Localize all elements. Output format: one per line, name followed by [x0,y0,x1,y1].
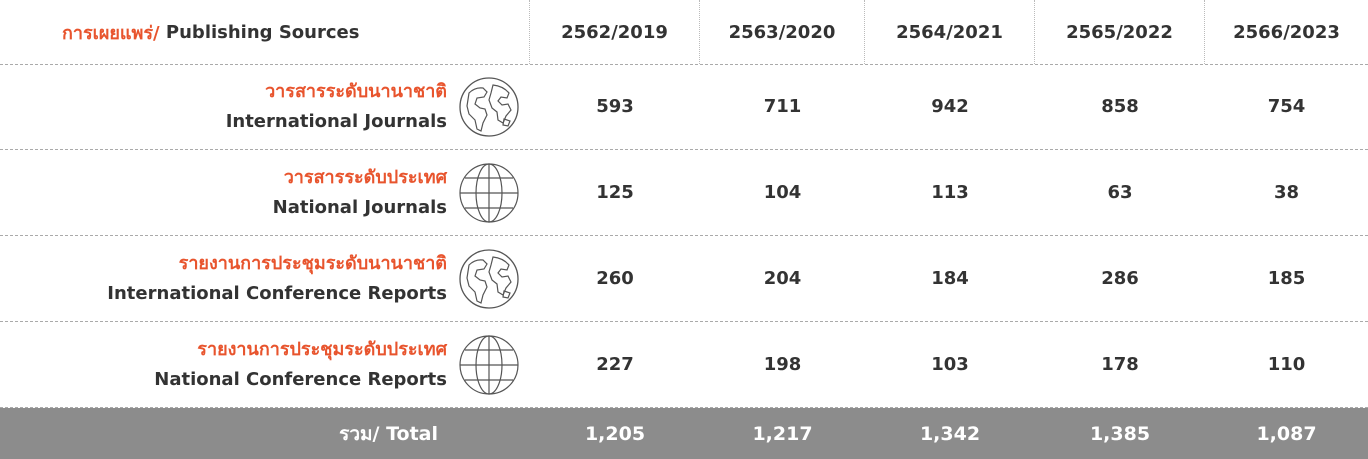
value-cell: 184 [931,268,969,289]
value-cell: 185 [1267,268,1306,289]
value-cell: 103 [931,354,969,375]
total-value: 1,205 [584,422,646,445]
year: 2566/2023 [1233,21,1340,43]
value-cell: 942 [931,96,969,117]
title-english: Publishing Sources [165,21,360,43]
value-cell: 110 [1267,354,1306,375]
year: 2565/2022 [1035,0,1205,64]
data-row: รายงานการประชุมระดับนานาชาติ Internationa… [0,236,1368,322]
globe [457,333,521,397]
value-cell: 63 [1107,182,1133,203]
value-cell: 711 [763,96,802,117]
globe-icon [447,161,530,225]
value-cell: 204 [763,268,802,289]
year: 2564/2021 [865,0,1035,64]
total-value: 1,342 [919,422,981,445]
value-cell: 104 [763,182,802,203]
total-value: 1,385 [1089,422,1151,445]
total-label: รวม/ Total [339,422,438,445]
label-thai: รายงานการประชุมระดับประเทศ [197,338,447,360]
value-cell: 858 [1101,96,1139,117]
label-text: รายงานการประชุมระดับประเทศ National Confe… [0,335,447,395]
row-label: รายงานการประชุมระดับประเทศ National Confe… [0,322,530,407]
total-row: รวม/ Total 1,205 1,217 1,342 1,385 1,087 [0,408,1368,459]
total-value: 1,087 [1256,422,1317,445]
label-english: National Journals [272,196,447,218]
value-cell: 286 [1101,268,1139,289]
label-thai: วารสารระดับประเทศ [283,166,447,188]
globe-icon [447,247,530,311]
globe-icon [447,333,530,397]
globe [457,75,521,139]
label-text: รายงานการประชุมระดับนานาชาติ Internationa… [0,249,447,309]
label-text: วารสารระดับนานาชาติ International Journal… [0,77,447,137]
header-row: การเผยแพร่/ Publishing Sources 2562/2019… [0,0,1368,65]
value-cell: 113 [931,182,969,203]
value-cell: 38 [1273,182,1300,203]
globe [457,247,521,311]
row-label: รายงานการประชุมระดับนานาชาติ Internationa… [0,236,530,321]
label-english: International Conference Reports [107,282,447,304]
label-text: วารสารระดับประเทศ National Journals [0,163,447,223]
row-label: วารสารระดับประเทศ National Journals [0,150,530,235]
value-cell: 227 [596,354,634,375]
value-cell: 198 [763,354,802,375]
globe-icon [447,75,530,139]
year: 2563/2020 [700,0,865,64]
year: 2562/2019 [530,0,700,64]
header-label: การเผยแพร่/ Publishing Sources [0,0,530,64]
label-thai: รายงานการประชุมระดับนานาชาติ [178,252,447,274]
data-row: วารสารระดับประเทศ National Journals 125 104… [0,150,1368,236]
row-label: วารสารระดับนานาชาติ International Journal… [0,64,530,149]
value-cell: 178 [1101,354,1139,375]
label-thai: วารสารระดับนานาชาติ [265,80,447,102]
label-english: International Journals [225,110,447,132]
value-cell: 260 [596,268,634,289]
globe [457,161,521,225]
total-value: 1,217 [752,422,813,445]
data-row: รายงานการประชุมระดับประเทศ National Confe… [0,322,1368,408]
data-row: วารสารระดับนานาชาติ International Journal… [0,64,1368,150]
value-cell: 754 [1267,96,1306,117]
value-cell: 593 [596,96,634,117]
title-thai: การเผยแพร่/ [62,22,160,44]
value-cell: 125 [596,182,634,203]
label-english: National Conference Reports [154,368,447,390]
